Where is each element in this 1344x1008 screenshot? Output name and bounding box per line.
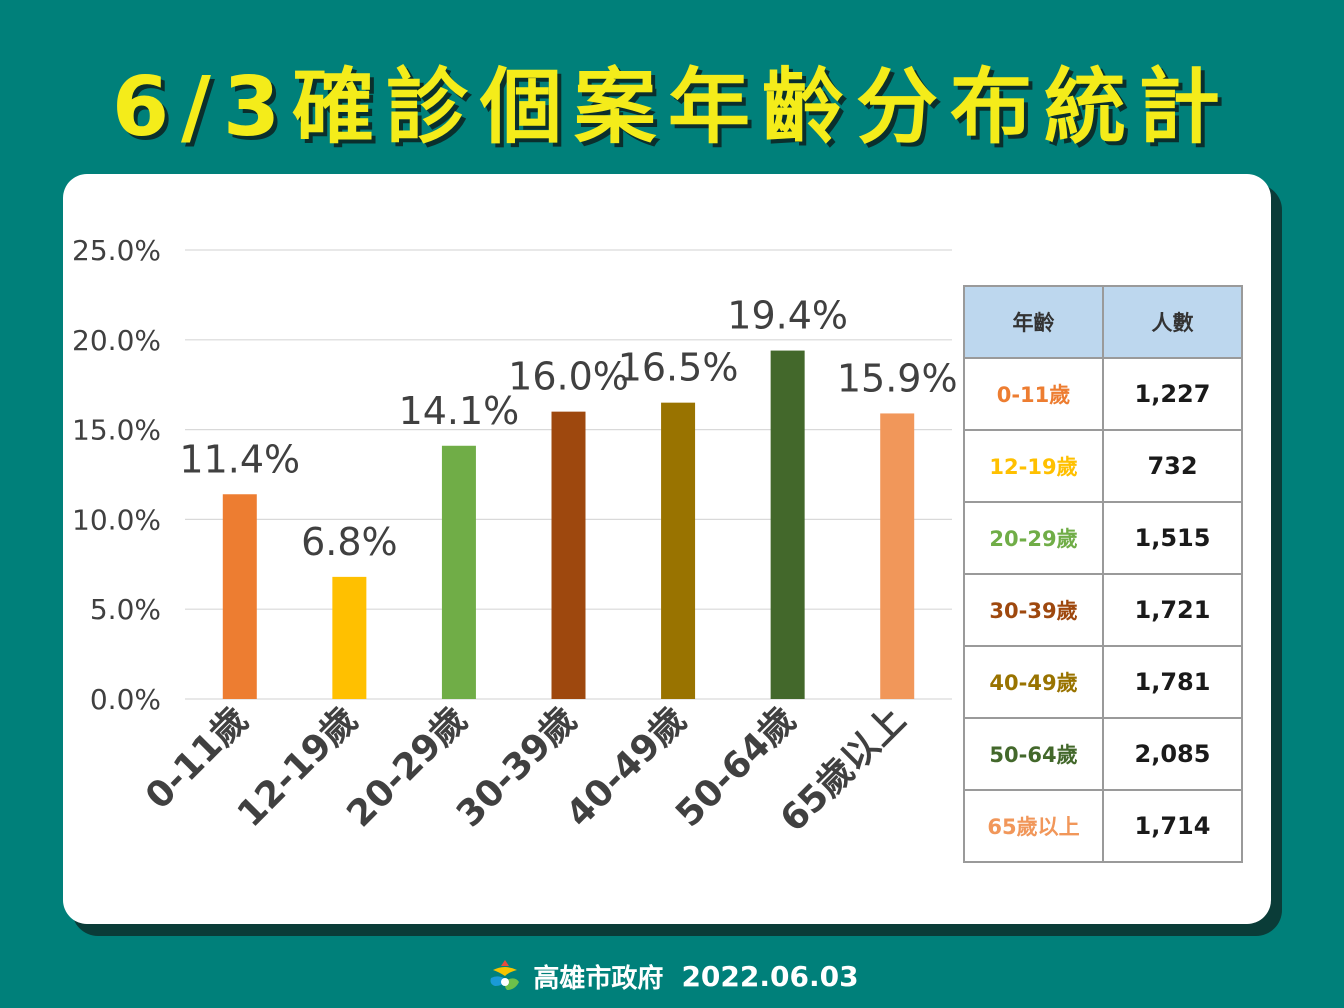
count-cell: 1,227 — [1102, 357, 1243, 431]
age-cell: 30-39歲 — [963, 573, 1104, 647]
data-label: 16.5% — [618, 346, 739, 390]
table-row: 20-29歲 1,515 — [963, 501, 1243, 575]
page-title: 6/3確診個案年齡分布統計 — [111, 60, 1233, 155]
data-label: 14.1% — [399, 389, 520, 433]
table-row: 12-19歲 732 — [963, 429, 1243, 503]
age-count-table: 年齡 人數 0-11歲 1,227 12-19歲 732 20-29歲 1,51… — [963, 285, 1243, 863]
data-label: 15.9% — [837, 356, 958, 400]
table-header-row: 年齡 人數 — [963, 285, 1243, 359]
kaohsiung-logo-icon — [490, 960, 520, 990]
footer-date: 2022.06.03 — [681, 959, 859, 993]
count-cell: 1,781 — [1102, 645, 1243, 719]
x-category-label: 20-29歲 — [339, 699, 475, 835]
x-category-label: 12-19歲 — [230, 699, 366, 835]
bar — [222, 494, 257, 699]
age-cell: 0-11歲 — [963, 357, 1104, 431]
age-cell: 12-19歲 — [963, 429, 1104, 503]
footer: 高雄市政府 2022.06.03 — [0, 956, 1344, 996]
age-column-header: 年齡 — [963, 285, 1104, 359]
age-cell: 65歲以上 — [963, 789, 1104, 863]
data-label: 16.0% — [508, 355, 629, 399]
age-cell: 20-29歲 — [963, 501, 1104, 575]
bar — [661, 402, 696, 699]
age-cell: 50-64歲 — [963, 717, 1104, 791]
table-row: 0-11歲 1,227 — [963, 357, 1243, 431]
y-tick-label: 15.0% — [72, 414, 161, 447]
footer-org-name: 高雄市政府 — [533, 963, 664, 994]
bar — [551, 411, 586, 699]
y-tick-label: 10.0% — [72, 503, 161, 536]
data-label: 11.4% — [179, 437, 300, 481]
table-row: 65歲以上 1,714 — [963, 789, 1243, 863]
table-row: 40-49歲 1,781 — [963, 645, 1243, 719]
y-tick-label: 20.0% — [72, 324, 161, 357]
count-column-header: 人數 — [1102, 285, 1243, 359]
count-cell: 1,714 — [1102, 789, 1243, 863]
bar — [332, 576, 367, 699]
bar — [441, 445, 476, 699]
count-cell: 2,085 — [1102, 717, 1243, 791]
bar — [770, 350, 805, 699]
x-category-label: 30-39歲 — [449, 699, 585, 835]
table-row: 30-39歲 1,721 — [963, 573, 1243, 647]
y-tick-label: 25.0% — [72, 234, 161, 267]
table-row: 50-64歲 2,085 — [963, 717, 1243, 791]
x-category-label: 40-49歲 — [559, 699, 695, 835]
bar — [880, 413, 915, 699]
data-label: 19.4% — [727, 294, 848, 338]
count-cell: 1,721 — [1102, 573, 1243, 647]
data-label: 6.8% — [301, 520, 398, 564]
y-tick-label: 0.0% — [90, 683, 161, 716]
y-tick-label: 5.0% — [90, 593, 161, 626]
count-cell: 1,515 — [1102, 501, 1243, 575]
age-cell: 40-49歲 — [963, 645, 1104, 719]
count-cell: 732 — [1102, 429, 1243, 503]
